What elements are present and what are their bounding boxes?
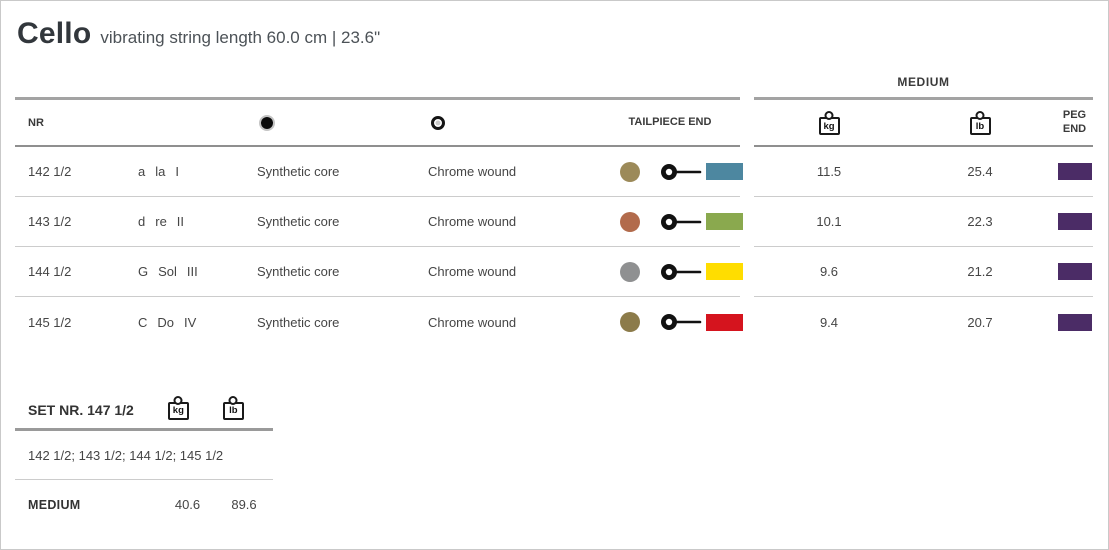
set-tension-row: MEDIUM 40.6 89.6 xyxy=(15,480,273,529)
winding-ring-icon xyxy=(431,115,445,130)
tailpiece-cell xyxy=(570,247,743,296)
set-header-row: SET NR. 147 1/2 kg lb xyxy=(15,391,273,431)
table-row: 142 1/2 a la I Synthetic core Chrome wound xyxy=(15,147,743,197)
tension-row: 9.6 21.2 xyxy=(754,247,1093,297)
nr-cell: 144 1/2 xyxy=(28,264,72,279)
tension-header-row: kg lb PEG END xyxy=(754,97,1093,147)
core-dot-icon xyxy=(259,114,275,131)
core-cell: Synthetic core xyxy=(257,314,340,330)
kg-weight-icon: kg xyxy=(167,401,189,420)
kg-value: 9.4 xyxy=(819,314,839,330)
table-header-row: NR TAILPIECE END xyxy=(15,97,740,147)
table-row: 144 1/2 G Sol III Synthetic core Chrome wo… xyxy=(15,247,743,297)
peg-end-color-swatch xyxy=(1058,213,1092,230)
silk-color-dot xyxy=(620,161,640,182)
core-cell: Synthetic core xyxy=(257,264,340,279)
ball-end-icon xyxy=(660,163,706,181)
peg-end-color-swatch xyxy=(1058,313,1092,331)
tailpiece-cell xyxy=(570,297,743,347)
nr-cell: 145 1/2 xyxy=(28,314,72,330)
tension-table: kg lb PEG END 11.5 25.4 10.1 22.3 9.6 21… xyxy=(754,97,1093,347)
note-cell: G Sol III xyxy=(138,264,198,279)
lb-weight-icon: lb xyxy=(222,401,244,420)
nr-cell: 142 1/2 xyxy=(28,164,72,179)
tailpiece-color-swatch xyxy=(706,213,743,230)
tension-row: 11.5 25.4 xyxy=(754,147,1093,197)
tailpiece-end-column-header: TAILPIECE END xyxy=(628,115,712,128)
lb-weight-icon: lb xyxy=(969,117,991,135)
peg-end-color-swatch xyxy=(1058,263,1092,280)
lb-value: 20.7 xyxy=(967,314,993,330)
ball-end-icon xyxy=(660,263,706,281)
winding-cell: Chrome wound xyxy=(428,264,517,279)
set-tension-label: MEDIUM xyxy=(28,497,81,512)
set-summary-box: SET NR. 147 1/2 kg lb 142 1/2; 143 1/2; … xyxy=(15,391,273,529)
set-lb-value: 89.6 xyxy=(231,497,257,512)
nr-cell: 143 1/2 xyxy=(28,214,72,229)
kg-value: 10.1 xyxy=(816,214,842,229)
tailpiece-cell xyxy=(570,197,743,246)
nr-column-header: NR xyxy=(28,116,44,129)
silk-color-dot xyxy=(620,312,640,332)
lb-value: 21.2 xyxy=(967,264,993,279)
page-header: Cello vibrating string length 60.0 cm | … xyxy=(17,17,380,51)
kg-value: 11.5 xyxy=(816,164,842,179)
tension-row: 9.4 20.7 xyxy=(754,297,1093,347)
core-cell: Synthetic core xyxy=(257,214,340,229)
kg-weight-icon: kg xyxy=(818,117,840,135)
core-cell: Synthetic core xyxy=(257,164,340,179)
winding-cell: Chrome wound xyxy=(428,214,517,229)
set-title: SET NR. 147 1/2 xyxy=(28,401,134,418)
tension-row: 10.1 22.3 xyxy=(754,197,1093,247)
peg-end-column-header: PEG END xyxy=(1062,108,1087,135)
ball-end-icon xyxy=(660,313,706,331)
note-cell: d re II xyxy=(138,214,185,229)
note-cell: a la I xyxy=(138,164,179,179)
page-subtitle: vibrating string length 60.0 cm | 23.6" xyxy=(100,28,381,47)
tailpiece-color-swatch xyxy=(706,313,743,331)
tension-group-label: MEDIUM xyxy=(897,75,950,89)
tailpiece-cell xyxy=(570,147,743,196)
tailpiece-color-swatch xyxy=(706,163,743,180)
set-contents: 142 1/2; 143 1/2; 144 1/2; 145 1/2 xyxy=(15,431,273,480)
winding-cell: Chrome wound xyxy=(428,164,517,179)
ball-end-icon xyxy=(660,213,706,231)
silk-color-dot xyxy=(620,261,640,282)
page-title: Cello xyxy=(17,17,92,50)
peg-end-color-swatch xyxy=(1058,163,1092,180)
winding-cell: Chrome wound xyxy=(428,314,517,330)
lb-value: 22.3 xyxy=(967,214,993,229)
set-kg-value: 40.6 xyxy=(174,497,201,512)
table-row: 143 1/2 d re II Synthetic core Chrome woun… xyxy=(15,197,743,247)
lb-value: 25.4 xyxy=(967,164,993,179)
table-row: 145 1/2 C Do IV Synthetic core Chrome woun… xyxy=(15,297,743,347)
string-spec-table: NR TAILPIECE END 142 1/2 a la I Synthetic … xyxy=(15,97,743,347)
tailpiece-color-swatch xyxy=(706,263,743,280)
note-cell: C Do IV xyxy=(138,314,197,330)
silk-color-dot xyxy=(620,211,640,232)
kg-value: 9.6 xyxy=(819,264,839,279)
